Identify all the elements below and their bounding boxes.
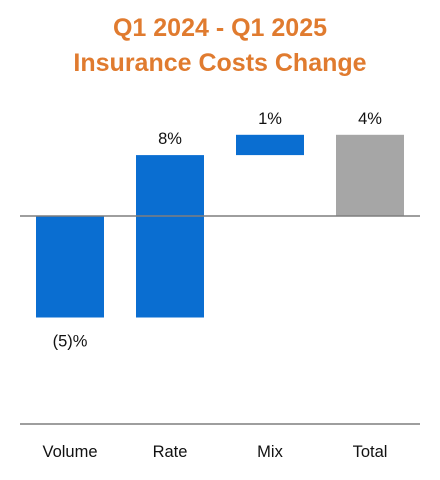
category-label-total: Total [353,443,388,461]
category-label-volume: Volume [42,443,97,461]
chart-title-line-1: Q1 2024 - Q1 2025 [113,14,327,42]
category-label-mix: Mix [257,443,283,461]
category-label-group: Volume Rate Mix Total [42,443,387,461]
bar-group [36,134,404,318]
bar-total [336,134,404,216]
bar-volume [36,216,104,318]
data-label-mix: 1% [258,110,282,128]
chart-title-line-2: Insurance Costs Change [73,49,366,77]
data-label-volume: (5)% [53,333,88,351]
data-label-group: (5)% 8% 1% 4% [53,110,383,351]
bar-mix [236,134,304,156]
data-label-total: 4% [358,110,382,128]
data-label-rate: 8% [158,130,182,148]
bar-rate [136,155,204,318]
category-label-rate: Rate [153,443,188,461]
